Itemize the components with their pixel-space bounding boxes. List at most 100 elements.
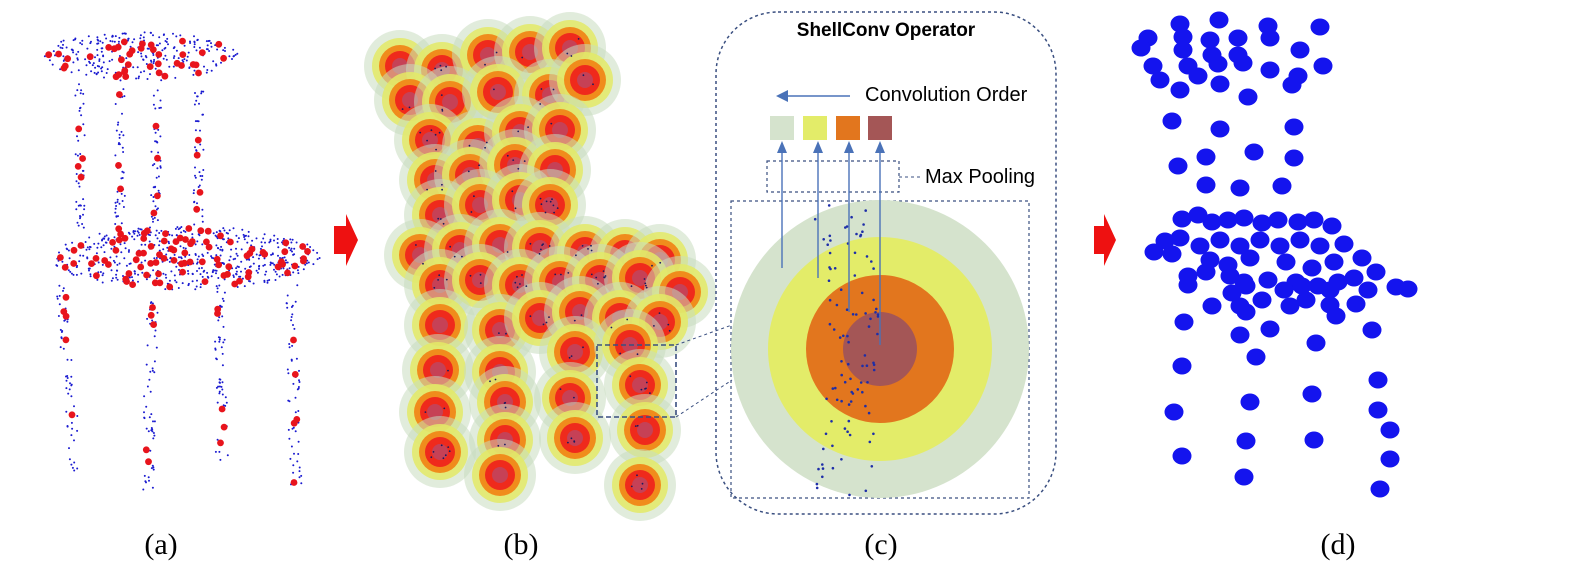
input-point <box>101 41 104 44</box>
input-point <box>113 261 116 264</box>
input-point <box>214 269 217 272</box>
input-point <box>494 378 497 381</box>
input-point <box>109 256 112 259</box>
input-point <box>249 280 251 283</box>
sample-point <box>147 243 155 250</box>
input-point <box>51 63 54 66</box>
output-point <box>1282 76 1302 94</box>
input-point <box>118 202 121 205</box>
input-point <box>292 271 295 274</box>
input-point <box>309 246 312 248</box>
input-point <box>668 329 671 332</box>
sample-point <box>77 242 85 249</box>
input-point <box>105 72 108 74</box>
output-point <box>1398 280 1418 298</box>
input-point <box>117 121 120 124</box>
input-point <box>497 444 500 447</box>
input-point <box>202 270 205 273</box>
zoom-point <box>875 307 878 311</box>
input-point <box>79 153 82 155</box>
input-point <box>478 164 480 167</box>
input-point <box>210 42 212 45</box>
input-point <box>163 47 166 50</box>
output-point <box>1210 231 1230 249</box>
shell-ring <box>430 362 446 378</box>
input-point <box>215 357 218 360</box>
input-point <box>194 120 197 123</box>
sample-point <box>195 69 202 77</box>
input-point <box>227 237 230 240</box>
input-point <box>70 272 73 275</box>
input-point <box>175 35 178 38</box>
input-point <box>91 64 94 67</box>
input-point <box>290 445 293 448</box>
input-point <box>149 302 152 304</box>
input-point <box>300 474 303 477</box>
sample-point <box>220 423 228 431</box>
input-point <box>143 411 145 414</box>
shellconv-operator-panel <box>715 11 1057 515</box>
sample-point <box>215 261 223 269</box>
input-point <box>183 58 186 61</box>
input-point <box>658 312 661 314</box>
input-point <box>153 434 156 437</box>
output-point <box>1352 249 1372 267</box>
sample-point <box>170 246 178 254</box>
input-point <box>182 60 185 63</box>
input-point <box>495 51 498 54</box>
input-point <box>117 40 120 43</box>
input-point <box>68 257 71 260</box>
input-point <box>434 67 436 70</box>
input-point <box>196 261 199 264</box>
input-point <box>210 45 213 48</box>
input-point <box>235 267 238 270</box>
panel-label-c: (c) <box>864 528 898 561</box>
input-point <box>112 259 115 262</box>
zoom-point <box>817 467 820 471</box>
input-point <box>553 211 555 214</box>
input-point <box>551 198 553 201</box>
input-point <box>212 257 215 260</box>
input-point <box>61 47 64 50</box>
input-point <box>115 129 118 132</box>
output-point <box>1310 237 1330 255</box>
input-point <box>152 466 155 469</box>
input-point <box>100 70 103 73</box>
sample-point <box>115 236 123 244</box>
input-point <box>80 272 83 275</box>
input-point <box>72 273 75 276</box>
input-point <box>604 275 607 277</box>
input-point <box>629 375 632 378</box>
shell-ring <box>552 122 568 138</box>
input-point <box>485 141 488 144</box>
input-point <box>75 53 78 56</box>
input-point <box>587 248 589 250</box>
sample-point <box>179 51 187 58</box>
feature-square-third <box>836 116 860 140</box>
input-point <box>216 438 219 441</box>
zoom-point <box>827 204 831 207</box>
shell-ring <box>632 270 648 286</box>
input-point <box>316 258 319 261</box>
input-point <box>157 128 160 131</box>
input-point <box>263 257 266 260</box>
input-point <box>504 406 507 409</box>
zoom-point <box>849 400 853 403</box>
sample-point <box>194 136 202 144</box>
input-point <box>143 395 146 398</box>
input-point <box>597 282 599 285</box>
input-point <box>153 216 156 219</box>
input-point <box>162 248 165 251</box>
input-point <box>164 288 167 291</box>
input-point <box>116 278 119 281</box>
input-point <box>59 346 62 349</box>
operator-frame <box>715 11 1057 515</box>
input-point <box>76 57 79 60</box>
input-point <box>115 255 118 258</box>
input-point <box>123 257 126 260</box>
panel-label-b: (b) <box>503 528 539 561</box>
shell-neighborhoods <box>364 12 716 521</box>
output-point <box>1358 281 1378 299</box>
input-point <box>62 287 65 290</box>
input-point <box>120 192 123 195</box>
